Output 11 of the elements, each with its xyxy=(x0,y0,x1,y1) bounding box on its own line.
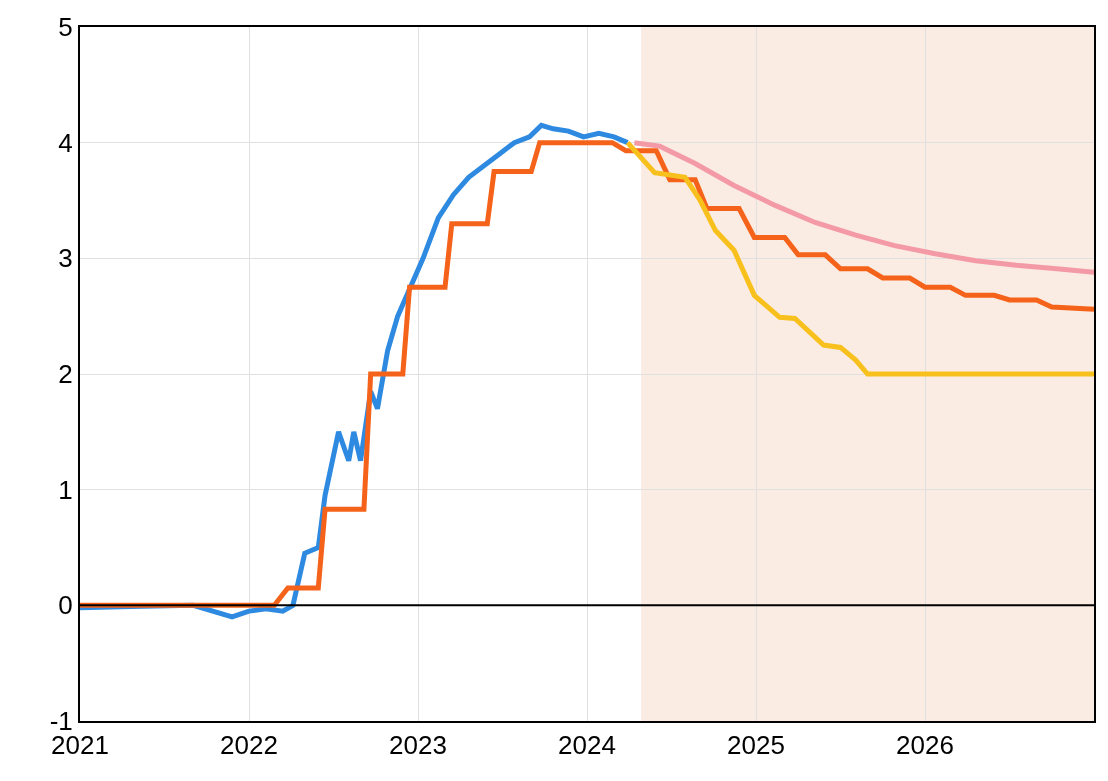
x-tick-label: 2022 xyxy=(220,730,278,761)
x-tick-label: 2024 xyxy=(558,730,616,761)
y-tick-label: 0 xyxy=(58,590,73,621)
y-tick-label: 3 xyxy=(58,243,73,274)
y-tick-label: 4 xyxy=(58,127,73,158)
x-tick-label: 2025 xyxy=(727,730,785,761)
x-tick-label: 2026 xyxy=(896,730,954,761)
x-tick-label: 2023 xyxy=(389,730,447,761)
y-tick-label: 1 xyxy=(58,474,73,505)
y-tick-label: 5 xyxy=(58,12,73,43)
y-tick-label: 2 xyxy=(58,359,73,390)
